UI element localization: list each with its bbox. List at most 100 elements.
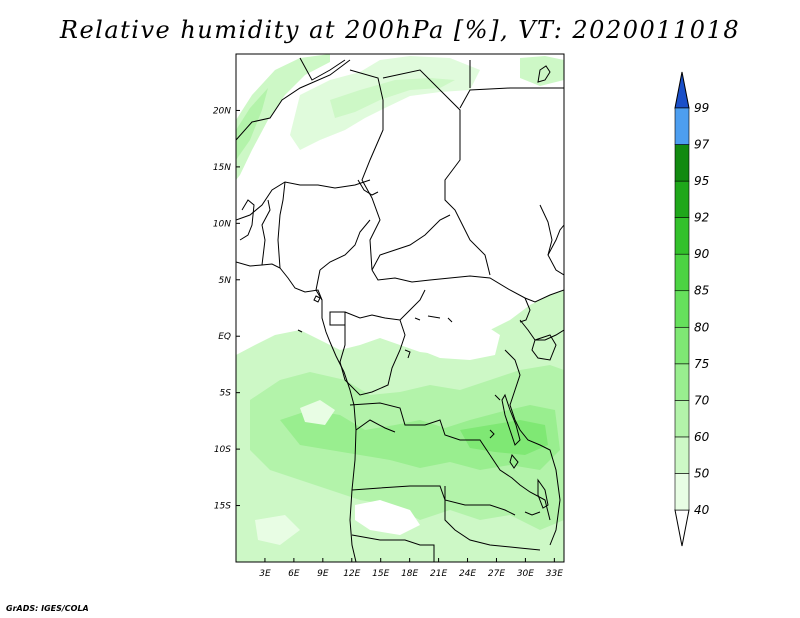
border-line bbox=[236, 59, 351, 141]
colorbar: 40 50 60 70 75 80 85 90 92 95 97 99 bbox=[674, 71, 710, 547]
border-line bbox=[357, 179, 379, 196]
lake-feature bbox=[524, 511, 541, 516]
lake-feature bbox=[489, 429, 495, 439]
border-line bbox=[514, 419, 561, 546]
border-line bbox=[444, 486, 541, 551]
x-tick-label: 9E bbox=[317, 569, 329, 579]
colorbar-label: 80 bbox=[694, 320, 710, 334]
x-tick-label: 18E bbox=[401, 569, 418, 579]
colorbar-label: 92 bbox=[694, 211, 709, 225]
x-tick-label: 24E bbox=[459, 569, 476, 579]
x-tick-label: 6E bbox=[288, 569, 300, 579]
x-tick-label: 12E bbox=[343, 569, 360, 579]
y-axis: 20N 15N 10N 5N EQ 5S 10S 15S bbox=[213, 106, 240, 512]
lake-feature bbox=[494, 394, 501, 401]
y-tick-label: 10N bbox=[213, 219, 231, 229]
moist-region-south-4 bbox=[460, 420, 548, 455]
border-line bbox=[329, 311, 346, 326]
lake-feature bbox=[414, 315, 453, 323]
moist-region-northeast bbox=[520, 56, 564, 86]
map-title: Relative humidity at 200hPa [%], VT: 202… bbox=[59, 16, 741, 44]
x-tick-label: 27E bbox=[488, 569, 505, 579]
x-axis: 3E 6E 9E 12E 15E 18E 21E 24E 27E 30E 33E bbox=[259, 558, 563, 579]
colorbar-segment bbox=[674, 473, 690, 511]
y-tick-label: 15N bbox=[213, 163, 231, 173]
y-tick-label: EQ bbox=[218, 332, 231, 342]
x-tick-label: 33E bbox=[546, 569, 563, 579]
border-line bbox=[349, 69, 384, 271]
colorbar-segment bbox=[674, 436, 690, 474]
border-line bbox=[351, 534, 435, 562]
border-line bbox=[519, 297, 531, 323]
colorbar-segment bbox=[674, 400, 690, 438]
moist-region-northwest-inner bbox=[236, 88, 268, 160]
colorbar-label: 40 bbox=[694, 503, 710, 517]
lake-malawi bbox=[537, 478, 549, 509]
moist-region-north bbox=[290, 56, 480, 150]
colorbar-segment bbox=[674, 363, 690, 401]
colorbar-label: 70 bbox=[694, 393, 710, 407]
colorbar-label: 85 bbox=[694, 284, 709, 298]
colorbar-label: 95 bbox=[694, 174, 709, 188]
colorbar-label: 60 bbox=[694, 430, 710, 444]
border-line bbox=[339, 319, 406, 396]
border-line bbox=[504, 349, 521, 421]
colorbar-top-triangle bbox=[674, 71, 690, 109]
colorbar-segment bbox=[674, 144, 690, 182]
border-line bbox=[239, 199, 255, 241]
border-line bbox=[371, 214, 451, 271]
moist-region-north-2 bbox=[330, 78, 455, 118]
dry-patch-congo bbox=[420, 320, 500, 360]
border-line bbox=[299, 57, 346, 81]
colorbar-label: 99 bbox=[694, 101, 709, 115]
border-line bbox=[315, 269, 323, 301]
x-tick-label: 30E bbox=[517, 569, 534, 579]
y-tick-label: 5N bbox=[219, 276, 232, 286]
colorbar-segment bbox=[674, 217, 690, 255]
border-line bbox=[236, 179, 371, 221]
lake-feature bbox=[509, 453, 519, 469]
lake-feature bbox=[297, 329, 303, 333]
colorbar-segment bbox=[674, 107, 690, 145]
colorbar-label: 97 bbox=[694, 138, 710, 152]
dry-patch-west bbox=[300, 400, 335, 425]
border-line bbox=[459, 87, 564, 109]
lake-feature bbox=[404, 349, 411, 359]
border-line bbox=[277, 181, 286, 269]
colorbar-bottom-triangle bbox=[674, 509, 690, 547]
border-line bbox=[261, 199, 271, 266]
x-tick-label: 15E bbox=[372, 569, 389, 579]
border-line bbox=[319, 219, 371, 271]
plot-frame bbox=[235, 53, 565, 563]
humidity-shading bbox=[236, 54, 564, 562]
lake-tanganyika bbox=[501, 393, 521, 446]
border-line bbox=[349, 402, 491, 456]
border-line bbox=[382, 69, 491, 276]
country-borders bbox=[236, 57, 564, 562]
dry-patch-south bbox=[355, 500, 420, 535]
border-line bbox=[355, 419, 396, 433]
grads-credit: GrADS: IGES/COLA bbox=[6, 604, 89, 613]
coastline-west-africa bbox=[236, 261, 357, 562]
moist-region-south-3 bbox=[280, 405, 560, 470]
lake-victoria bbox=[531, 334, 557, 361]
y-tick-label: 10S bbox=[214, 445, 231, 455]
y-tick-label: 5S bbox=[220, 389, 232, 399]
x-tick-label: 3E bbox=[259, 569, 271, 579]
colorbar-label: 75 bbox=[694, 357, 709, 371]
lake-feature bbox=[313, 295, 321, 303]
lake-feature bbox=[537, 65, 551, 83]
border-line bbox=[371, 269, 564, 303]
y-tick-label: 15S bbox=[214, 502, 231, 512]
colorbar-segment bbox=[674, 180, 690, 218]
border-line bbox=[539, 204, 564, 276]
colorbar-segment bbox=[674, 326, 690, 365]
colorbar-label: 50 bbox=[694, 466, 710, 480]
x-tick-label: 21E bbox=[430, 569, 447, 579]
border-line bbox=[519, 319, 564, 341]
border-line bbox=[547, 224, 564, 256]
border-line bbox=[489, 454, 551, 521]
colorbar-label: 90 bbox=[694, 247, 710, 261]
colorbar-segment bbox=[674, 253, 690, 292]
